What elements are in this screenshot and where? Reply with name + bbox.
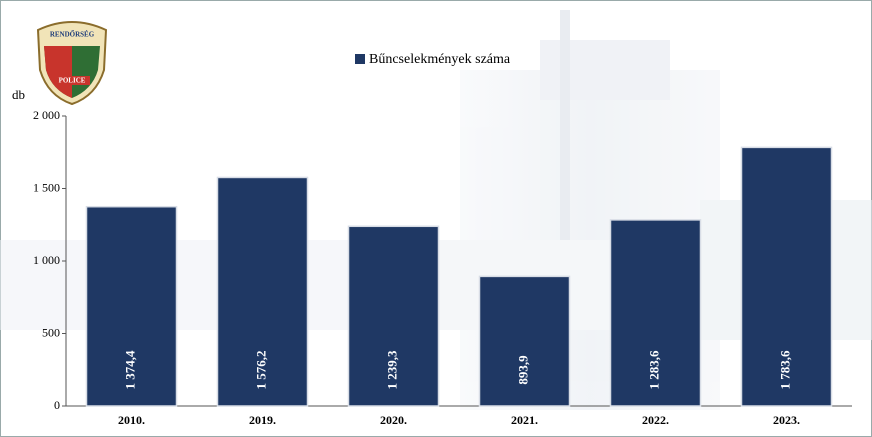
chart: RENDŐRSÉG POLICE db Bűncselekmények szám… (0, 0, 872, 437)
y-tick-label: 2 000 (33, 108, 60, 122)
value-label: 1 576,2 (253, 351, 268, 390)
x-tick-label: 2010. (118, 413, 145, 427)
x-tick-label: 2023. (773, 413, 800, 427)
y-tick-label: 1 500 (33, 180, 60, 194)
legend-swatch (355, 54, 365, 64)
x-tick-label: 2020. (380, 413, 407, 427)
value-label: 1 374,4 (122, 350, 137, 390)
y-tick-label: 1 000 (33, 253, 60, 267)
y-tick-label: 500 (42, 325, 60, 339)
value-label: 1 783,6 (777, 350, 792, 390)
y-axis-label: db (12, 87, 25, 102)
value-label: 1 239,3 (384, 350, 399, 390)
value-label: 893,9 (515, 355, 530, 385)
bar (480, 276, 570, 406)
x-tick-label: 2022. (642, 413, 669, 427)
x-tick-label: 2021. (511, 413, 538, 427)
value-label: 1 283,6 (646, 350, 661, 390)
legend-label: Bűncselekmények száma (369, 52, 511, 67)
logo-text: RENDŐRSÉG (50, 31, 95, 39)
y-tick-label: 0 (54, 398, 60, 412)
x-tick-label: 2019. (249, 413, 276, 427)
logo-text: POLICE (59, 77, 86, 85)
